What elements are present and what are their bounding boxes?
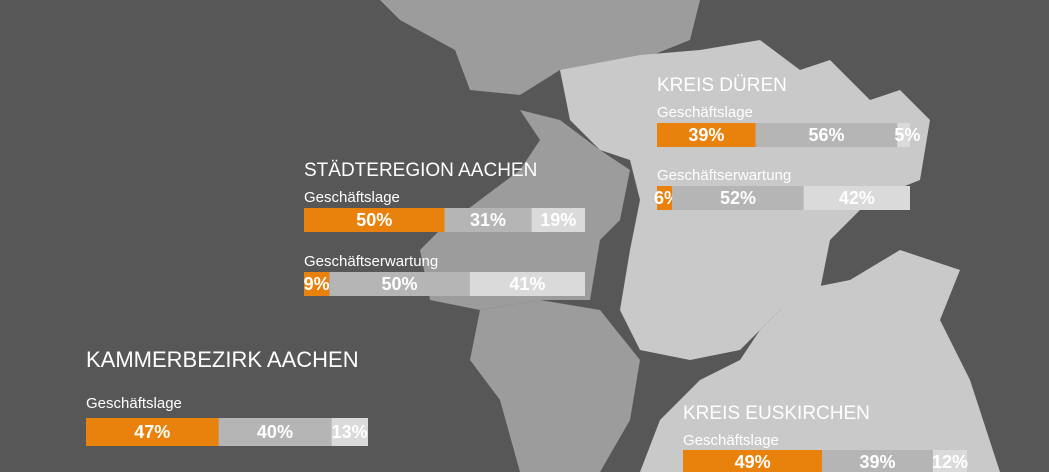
value-label: 39% bbox=[688, 125, 724, 145]
value-label: 50% bbox=[356, 210, 392, 230]
value-label: 5% bbox=[894, 125, 920, 145]
bar-segment bbox=[304, 208, 445, 232]
bar-label: Geschäftslage bbox=[657, 104, 753, 121]
bar-segment bbox=[304, 272, 330, 296]
bar-label: Geschäftserwartung bbox=[304, 253, 438, 270]
region-shape bbox=[640, 250, 1000, 472]
value-label: 52% bbox=[720, 188, 756, 208]
bar-label: Geschäftslage bbox=[683, 432, 779, 449]
bar-label: Geschäftslage bbox=[86, 395, 182, 412]
bar-segment bbox=[86, 418, 219, 446]
region-title: KAMMERBEZIRK AACHEN bbox=[86, 347, 359, 372]
bar-segment bbox=[822, 450, 933, 472]
bar-segment bbox=[672, 186, 804, 210]
bar-segment bbox=[803, 186, 910, 210]
bar-segment bbox=[683, 450, 823, 472]
value-label: 39% bbox=[860, 452, 896, 472]
value-label: 13% bbox=[332, 422, 368, 442]
value-label: 56% bbox=[808, 125, 844, 145]
region-title: STÄDTEREGION AACHEN bbox=[304, 160, 537, 181]
value-label: 31% bbox=[470, 210, 506, 230]
value-label: 49% bbox=[735, 452, 771, 472]
map bbox=[380, 0, 1000, 472]
value-label: 47% bbox=[134, 422, 170, 442]
value-label: 50% bbox=[382, 274, 418, 294]
value-label: 42% bbox=[839, 188, 875, 208]
region-shape bbox=[470, 300, 640, 472]
bar-segment bbox=[755, 123, 898, 147]
bar-label: Geschäftserwartung bbox=[657, 167, 791, 184]
value-label: 41% bbox=[509, 274, 545, 294]
region-shape bbox=[380, 0, 700, 95]
value-label: 9% bbox=[304, 274, 330, 294]
region-title: KREIS EUSKIRCHEN bbox=[683, 403, 870, 424]
bar-segment bbox=[932, 450, 967, 472]
bar-segment bbox=[331, 418, 368, 446]
value-label: 12% bbox=[932, 452, 968, 472]
value-label: 19% bbox=[540, 210, 576, 230]
bar-segment bbox=[531, 208, 585, 232]
region-title: KREIS DÜREN bbox=[657, 75, 787, 96]
bar-segment bbox=[469, 272, 585, 296]
bar-segment bbox=[657, 186, 673, 210]
bar-segment bbox=[444, 208, 532, 232]
value-label: 40% bbox=[257, 422, 293, 442]
bar-segment bbox=[329, 272, 470, 296]
bar-segment bbox=[897, 123, 910, 147]
bar-segment bbox=[657, 123, 756, 147]
bar-label: Geschäftslage bbox=[304, 189, 400, 206]
bar-segment bbox=[218, 418, 332, 446]
